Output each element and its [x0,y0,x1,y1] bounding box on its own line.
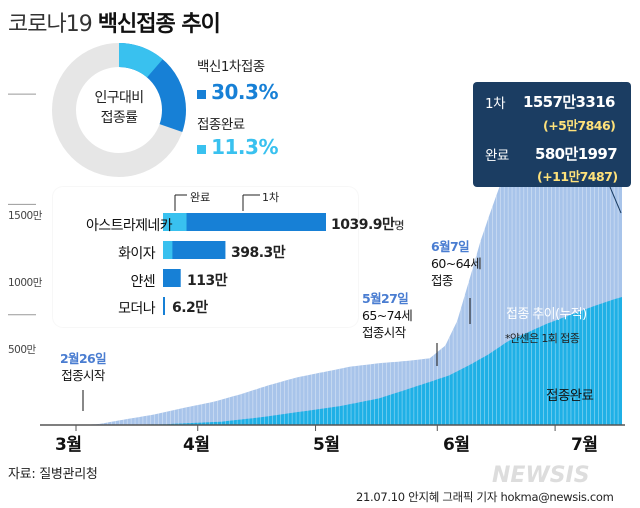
vaccine-bar-complete-0 [163,213,187,231]
vaccine-bar-first-0 [163,213,326,231]
vaccine-value-pfizer: 398.3만 [231,245,286,261]
first-dose-label: 백신1차접종 [197,59,265,75]
newsis-logo: NEWSIS [492,463,590,488]
x-label-mar: 3월 [55,435,82,455]
vaccine-bar-first-3 [163,297,165,315]
cumulative-info-box: 1차 1557만3316 (+5만7846) 완료 580만1997 (+11만… [473,82,631,187]
vaccine-bars [163,213,326,315]
vaccine-value-az-unit: 명 [394,219,405,232]
annotation-may27-line2: 접종시작 [362,325,406,340]
vaccine-value-az-number: 1039.9만 [331,217,395,233]
x-label-jun: 6월 [443,435,470,455]
complete-rate: 11.3% [197,135,278,159]
vaccine-name-az: 아스트라제네카 [86,218,173,234]
legend-first-text: 1차 [262,191,280,204]
info-complete-label: 완료 [485,148,509,164]
donut-center-line1: 인구대비 [94,90,144,106]
x-label-may: 5월 [313,435,340,455]
first-dose-value: 30.3% [211,80,278,104]
info-complete-value: 580만1997 [535,145,618,163]
y-tick-500: 500만 [8,344,36,356]
annotation-jun7: 6월7일 60~64세 접종 [431,238,501,289]
info-first-delta: (+5만7846) [543,118,616,133]
complete-value: 11.3% [211,135,278,159]
title-part2: 백신접종 추이 [97,12,221,37]
complete-swatch [197,145,206,154]
credit-text: 21.07.10 안지혜 그래픽 기자 hokma@newsis.com [356,490,614,504]
vaccination-rate-donut [52,43,186,177]
info-box-pointer [609,186,622,214]
complete-label: 접종완료 [197,117,245,133]
info-first-value: 1557만3316 [523,93,616,111]
y-tick-1000: 1000만 [8,277,42,289]
area-complete [84,297,622,425]
vaccine-name-moderna: 모더나 [118,301,155,317]
vaccine-value-janssen: 113만 [187,273,228,289]
vaccine-name-pfizer: 화이자 [118,246,155,262]
annotation-jun7-line1: 60~64세 [431,256,482,271]
x-ticks [75,425,556,431]
vaccine-bar-chart [163,194,326,315]
page-title: 코로나19 백신접종 추이 [8,6,221,38]
chart-note: *얀센은 1회 접종 [505,332,580,345]
x-label-apr: 4월 [183,435,210,455]
vaccine-value-moderna: 6.2만 [172,300,208,316]
annotation-jun7-date: 6월7일 [431,239,470,254]
legend-complete: 접종완료 [546,388,594,404]
annotation-feb26-text: 접종시작 [61,368,105,383]
annotation-may27-date: 5월27일 [362,291,409,306]
first-dose-swatch [197,90,206,99]
y-tick-1500: 1500만 [8,210,42,222]
area-first-dose [84,81,622,425]
first-dose-rate: 30.3% [197,80,278,104]
legend-complete-text: 완료 [190,191,211,204]
annotation-jun7-line2: 접종 [431,273,453,288]
vaccine-value-az: 1039.9만명 [331,214,405,234]
annotation-feb26-date: 2월26일 [59,351,107,366]
vaccine-name-janssen: 얀센 [130,274,155,290]
annotation-may27-line1: 65~74세 [362,308,413,323]
title-part1: 코로나19 [8,12,93,37]
vaccine-bar-first-2 [163,269,181,287]
legend-first-dose: 접종 추이(누적) [506,307,587,322]
vaccine-bar-first-1 [163,241,226,259]
info-first-label: 1차 [485,96,506,112]
x-label-jul: 7월 [571,435,598,455]
chart-grid [8,93,36,316]
vaccine-bar-complete-1 [163,241,173,259]
annotation-feb26: 2월26일 접종시작 [40,350,126,384]
annotation-may27: 5월27일 65~74세 접종시작 [362,290,432,341]
donut-center: 인구대비 접종률 [70,88,168,128]
source-text: 자료: 질병관리청 [8,467,98,482]
donut-center-line2: 접종률 [100,110,138,126]
donut-complete-arc [52,43,186,177]
info-complete-delta: (+11만7487) [537,169,618,184]
